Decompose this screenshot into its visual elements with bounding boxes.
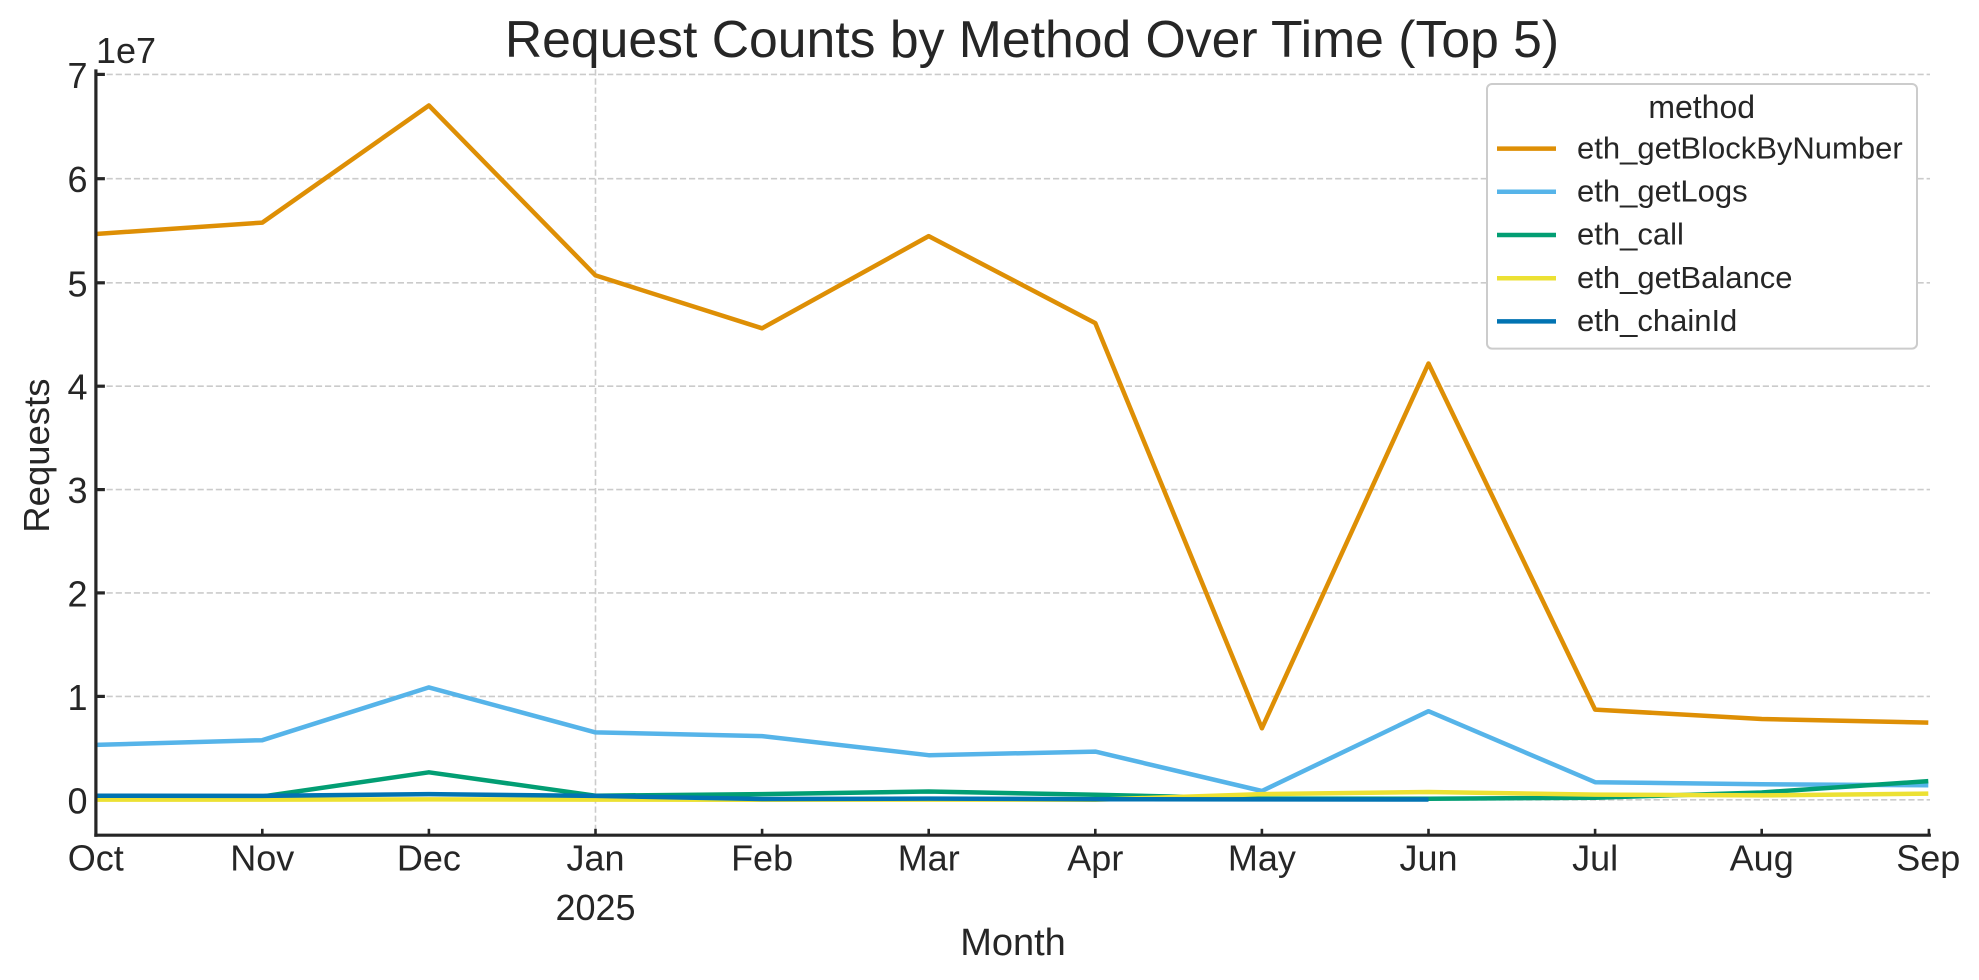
svg-text:Oct: Oct (68, 838, 124, 879)
svg-text:method: method (1648, 89, 1755, 125)
svg-text:4: 4 (67, 367, 87, 408)
svg-text:May: May (1228, 838, 1296, 879)
svg-text:2025: 2025 (555, 887, 635, 928)
svg-text:Sep: Sep (1896, 838, 1960, 879)
svg-text:Aug: Aug (1730, 838, 1794, 879)
svg-text:3: 3 (67, 470, 87, 511)
svg-text:6: 6 (67, 159, 87, 200)
svg-text:Dec: Dec (397, 838, 461, 879)
svg-text:eth_getLogs: eth_getLogs (1577, 174, 1748, 209)
svg-text:Requests: Requests (16, 378, 57, 532)
svg-text:Apr: Apr (1067, 838, 1123, 879)
svg-text:Jul: Jul (1572, 838, 1618, 879)
svg-text:Mar: Mar (898, 838, 960, 879)
svg-text:2: 2 (67, 573, 87, 614)
svg-text:eth_chainId: eth_chainId (1577, 303, 1737, 338)
svg-text:0: 0 (67, 780, 87, 821)
svg-text:1e7: 1e7 (96, 30, 156, 71)
svg-text:eth_call: eth_call (1577, 217, 1684, 252)
svg-text:eth_getBlockByNumber: eth_getBlockByNumber (1577, 130, 1903, 165)
svg-text:Jan: Jan (566, 838, 624, 879)
svg-text:eth_getBalance: eth_getBalance (1577, 260, 1792, 295)
svg-text:7: 7 (67, 55, 87, 96)
svg-text:Feb: Feb (731, 838, 793, 879)
svg-text:1: 1 (67, 677, 87, 718)
svg-text:Request Counts by Method Over: Request Counts by Method Over Time (Top … (505, 10, 1559, 68)
svg-text:5: 5 (67, 263, 87, 304)
svg-text:Month: Month (960, 922, 1066, 964)
svg-text:Nov: Nov (230, 838, 294, 879)
svg-text:Jun: Jun (1399, 838, 1457, 879)
